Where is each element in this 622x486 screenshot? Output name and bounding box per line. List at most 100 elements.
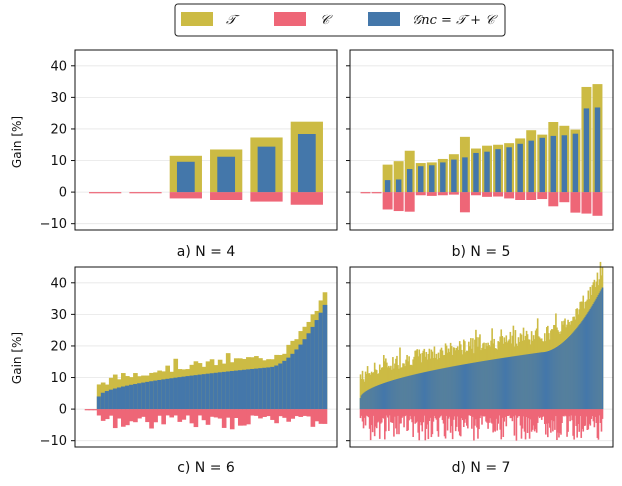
bar-gnc-d [513, 356, 516, 410]
bar-c-d [481, 409, 483, 425]
bar-gnc-b [594, 107, 601, 193]
bar-c-c [92, 409, 98, 411]
bar-gnc-d [493, 359, 495, 410]
bar-c-d [363, 409, 366, 418]
bar-gnc-d [487, 360, 489, 410]
bar-c-d [361, 409, 364, 422]
bar-c-d [542, 409, 545, 416]
bar-c-c [165, 409, 170, 416]
bar-gnc-d [589, 309, 592, 410]
bar-gnc-d [456, 365, 459, 410]
bar-c-d [572, 409, 574, 436]
bar-c-c [125, 409, 130, 426]
bar-c-d [492, 409, 494, 433]
bar-gnc-d [546, 351, 548, 410]
bar-c-d [579, 409, 582, 417]
bar-c-d [424, 409, 427, 441]
bar-c-d [480, 409, 482, 416]
bar-gnc-d [590, 307, 593, 410]
ytick-label-a: 10 [50, 154, 67, 169]
bar-gnc-b [429, 165, 435, 193]
bar-c-c [290, 409, 296, 419]
bar-gnc-d [520, 355, 523, 410]
bar-gnc-d [482, 361, 484, 410]
bar-gnc-d [446, 367, 449, 410]
bar-gnc-c [181, 376, 187, 410]
bar-gnc-d [515, 355, 518, 410]
bar-gnc-d [381, 383, 384, 410]
bar-gnc-c [322, 304, 328, 410]
bar-gnc-d [510, 356, 513, 410]
legend-swatch-c [274, 12, 306, 26]
bar-gnc-d [378, 384, 381, 410]
bar-gnc-d [581, 321, 584, 410]
bar-gnc-d [429, 370, 432, 410]
bar-c-d [518, 409, 521, 416]
bar-c-d [473, 409, 475, 441]
bar-c-d [544, 409, 547, 435]
bar-gnc-c [125, 385, 130, 410]
bar-gnc-d [373, 386, 376, 410]
bar-gnc-d [395, 379, 397, 410]
bar-gnc-a [176, 161, 195, 193]
bar-c-d [359, 409, 362, 419]
bar-gnc-d [599, 291, 602, 410]
bar-gnc-d [406, 376, 408, 410]
bar-gnc-d [393, 379, 395, 410]
bar-gnc-d [453, 366, 456, 410]
bar-gnc-d [557, 346, 559, 410]
bar-c-d [456, 409, 459, 417]
bar-gnc-c [225, 371, 231, 410]
bar-c-d [594, 409, 597, 417]
bar-c-c [258, 409, 263, 419]
bar-gnc-b [395, 179, 402, 193]
bar-c-d [555, 409, 557, 417]
bar-gnc-c [270, 366, 275, 410]
bar-c-c [254, 409, 259, 416]
bar-gnc-d [538, 352, 541, 410]
bar-gnc-d [380, 383, 383, 410]
bar-c-d [466, 409, 468, 426]
bar-gnc-b [473, 152, 479, 193]
bar-gnc-d [399, 378, 401, 410]
bar-gnc-d [506, 357, 509, 410]
bar-c-d [550, 409, 552, 433]
bar-gnc-d [472, 362, 474, 410]
bar-gnc-d [592, 304, 595, 410]
bar-gnc-d [466, 363, 468, 410]
bar-c-d [403, 409, 405, 428]
bar-gnc-d [448, 367, 451, 410]
bar-gnc-d [580, 322, 583, 410]
bar-gnc-d [490, 359, 492, 410]
bar-gnc-d [530, 353, 533, 410]
ytick-label-c: 20 [50, 339, 67, 354]
bar-gnc-d [522, 354, 525, 410]
bar-gnc-d [474, 362, 476, 410]
bar-gnc-d [384, 382, 386, 410]
bar-gnc-d [509, 356, 512, 410]
bar-gnc-d [480, 361, 482, 410]
bar-gnc-d [601, 287, 604, 410]
bar-gnc-d [548, 351, 550, 410]
bar-gnc-d [598, 293, 601, 410]
bar-gnc-b [528, 140, 534, 193]
bar-c-d [428, 409, 431, 422]
ytick-label-a: 0 [59, 186, 67, 201]
caption-b: b) N = 5 [452, 244, 511, 260]
bar-c-c [100, 409, 106, 421]
bar-c-d [437, 409, 440, 437]
bar-gnc-d [541, 352, 544, 410]
bar-c-d [465, 409, 467, 420]
bar-c-d [547, 409, 549, 438]
bar-c-d [592, 409, 595, 422]
bar-gnc-d [524, 354, 527, 410]
bar-gnc-c [153, 380, 158, 410]
bar-t-b [393, 161, 404, 193]
bar-gnc-c [242, 369, 247, 410]
bar-gnc-d [554, 348, 556, 410]
caption-c: c) N = 6 [177, 460, 235, 476]
bar-gnc-d [571, 333, 573, 410]
bar-gnc-d [577, 326, 579, 410]
bar-c-d [487, 409, 489, 429]
bar-c-c [157, 409, 162, 416]
